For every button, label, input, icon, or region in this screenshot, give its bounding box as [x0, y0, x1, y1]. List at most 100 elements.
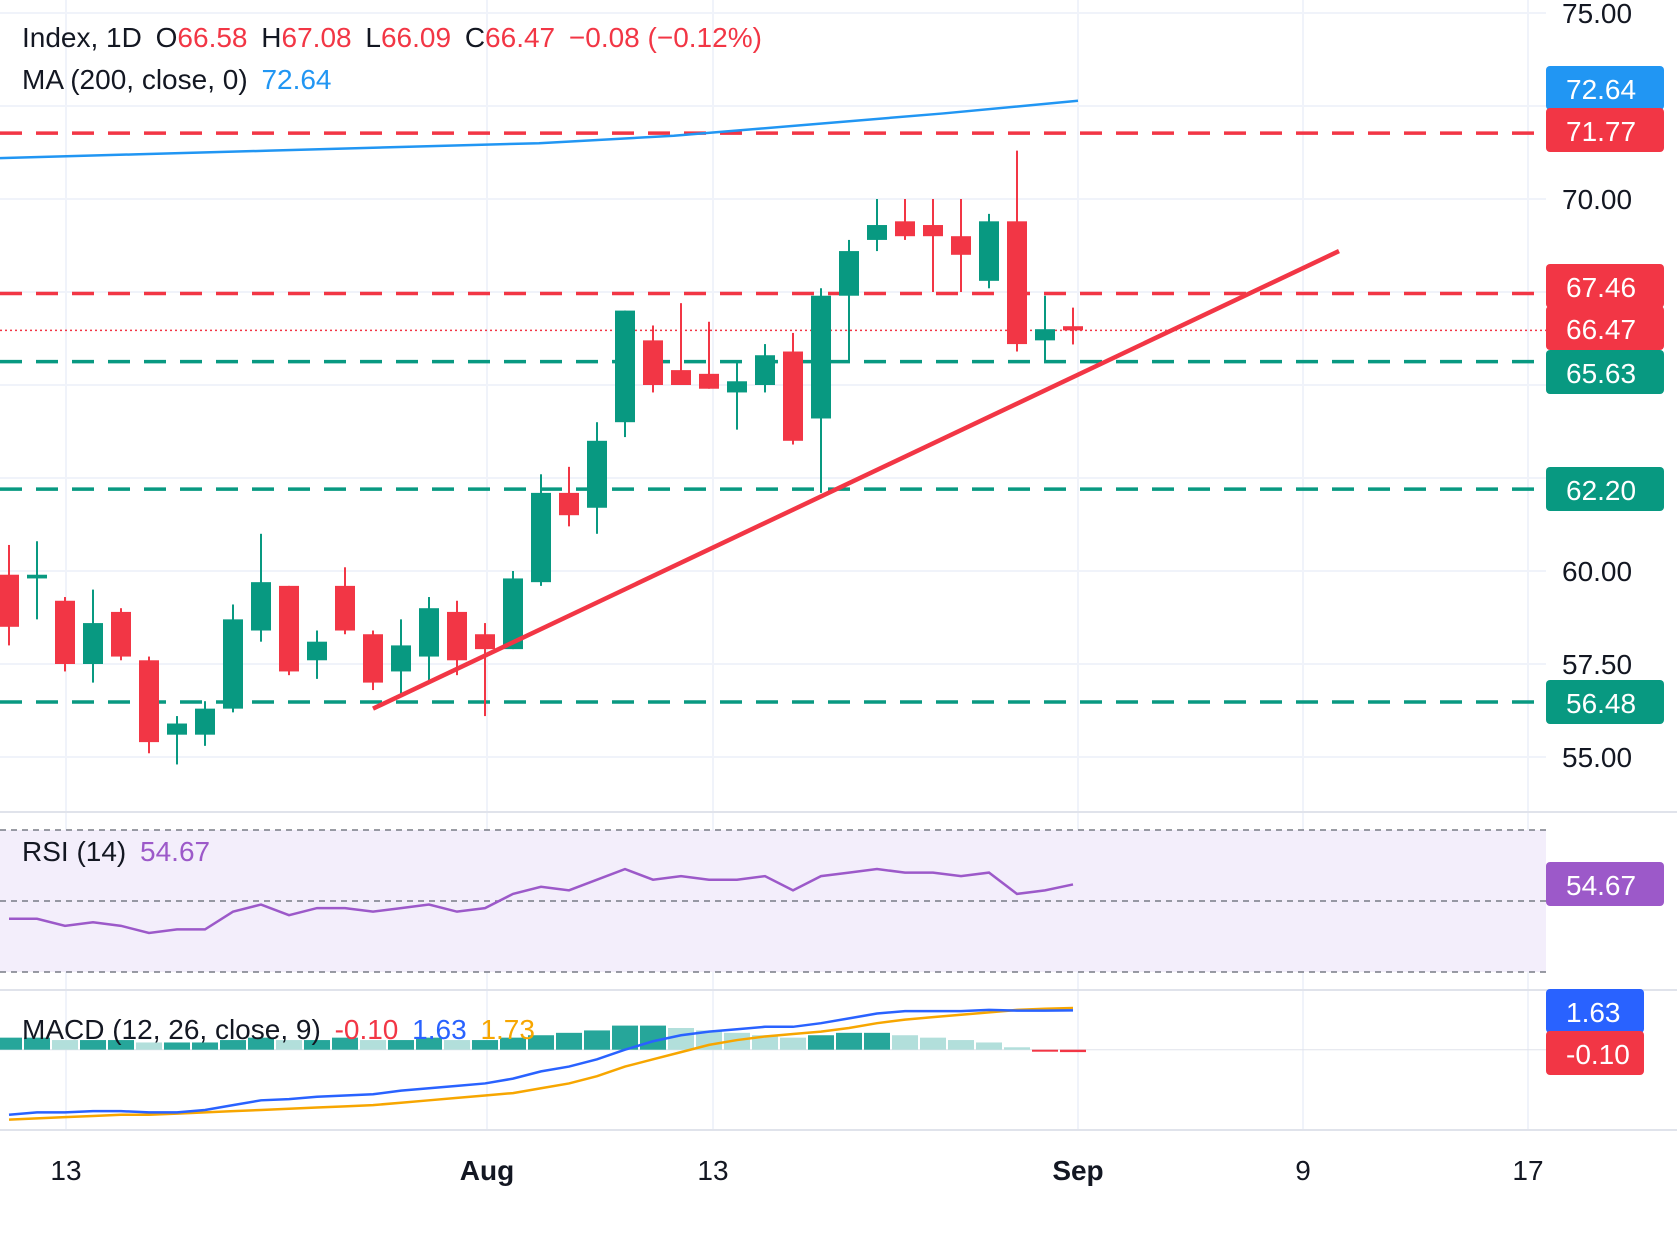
ma-200 [0, 99, 1079, 160]
macd-hist-bar [1004, 1047, 1030, 1050]
candle-body [727, 381, 747, 393]
low-label: L [365, 22, 381, 53]
macd-line [8, 1008, 1074, 1117]
macd-hist-bar [668, 1028, 694, 1050]
symbol-label: Index, 1D [22, 22, 142, 53]
macd-label: MACD (12, 26, close, 9) [22, 1014, 321, 1045]
macd-hist-bar [584, 1030, 610, 1050]
hist-value-tag: -0.10 [1566, 1039, 1630, 1070]
time-tick-label: 9 [1295, 1155, 1311, 1186]
macd-hist-bar [52, 1040, 78, 1050]
macd-hist-bar [24, 1037, 50, 1050]
open-label: O [155, 22, 178, 53]
macd-hist-bar [556, 1032, 582, 1050]
macd-line-value: 1.63 [412, 1014, 467, 1045]
macd-hist-bar [248, 1037, 274, 1050]
macd-hist-bar [1032, 1049, 1058, 1052]
price-tick-label: 55.00 [1562, 742, 1632, 773]
candle-body [83, 623, 103, 664]
trendline [372, 249, 1340, 711]
level-price-tag-bg [1546, 264, 1664, 308]
time-tick-label: Sep [1052, 1155, 1103, 1186]
macd-hist-bar [864, 1032, 890, 1050]
candle-body [363, 634, 383, 683]
macd-hist-bar [472, 1040, 498, 1050]
macd-hist-bar [528, 1035, 554, 1050]
candle-body [951, 236, 971, 255]
macd-hist-bar [444, 1040, 470, 1050]
macd-hist-bar [836, 1032, 862, 1050]
macd-hist-bar [332, 1037, 358, 1050]
candle-body [755, 355, 775, 385]
macd-hist-bar [976, 1042, 1002, 1050]
rsi-value: 54.67 [140, 836, 211, 867]
change-value: −0.08 (−0.12%) [568, 22, 762, 53]
macd-hist-bar [808, 1035, 834, 1050]
rsi-legend: RSI (14) 54.67 [22, 836, 216, 868]
rsi-value-tag: 54.67 [1566, 870, 1636, 901]
macd-hist-bar [416, 1037, 442, 1050]
macd-hist-bar [0, 1037, 22, 1050]
level-price-tag: 62.20 [1566, 475, 1636, 506]
ma-price-tag-bg [1546, 66, 1664, 110]
macd-hist-bar [892, 1035, 918, 1050]
high-value: 67.08 [281, 22, 352, 53]
support-resistance-levels [0, 131, 1546, 704]
candle-body [335, 585, 355, 631]
macd-hist-bar [1060, 1049, 1086, 1053]
candle-body [811, 295, 831, 419]
time-tick-label: Aug [460, 1155, 514, 1186]
candle-body [895, 221, 915, 237]
macd-hist-bar [304, 1040, 330, 1050]
candle-body [139, 660, 159, 743]
candle-body [671, 370, 691, 385]
grid [0, 0, 1677, 1131]
candles [0, 150, 1083, 765]
candle-body [111, 611, 131, 657]
candle-body [503, 578, 523, 650]
price-tick-label: 60.00 [1562, 556, 1632, 587]
candle-body [699, 373, 719, 389]
price-tick-label: 75.00 [1562, 0, 1632, 29]
candle-body [1063, 326, 1083, 331]
open-value: 66.58 [177, 22, 248, 53]
candle-body [615, 310, 635, 423]
time-axis[interactable]: 13 Aug 13 Sep 9 17 [50, 1155, 1543, 1186]
high-label: H [261, 22, 282, 53]
ma-line [0, 99, 1079, 160]
macd-hist-bar [136, 1042, 162, 1050]
macd-hist-bar [192, 1042, 218, 1050]
ma-price-tag: 72.64 [1566, 74, 1636, 105]
candle-body [167, 723, 187, 735]
price-legend: Index, 1D O66.58 H67.08 L66.09 C66.47 −0… [22, 22, 768, 54]
candle-body [1007, 221, 1027, 345]
level-price-tag-bg [1546, 467, 1664, 511]
candle-body [447, 611, 467, 661]
macd-hist-bar [640, 1025, 666, 1050]
macd-hist-bar [500, 1037, 526, 1050]
close-label: C [464, 22, 486, 53]
macd-hist-bar [920, 1037, 946, 1050]
macd-hist-bar [108, 1040, 134, 1050]
macd-hist-bar [780, 1037, 806, 1050]
close-value: 66.47 [485, 22, 556, 53]
macd-hist-bar [612, 1025, 638, 1050]
low-value: 66.09 [380, 22, 452, 53]
candle-body [475, 634, 495, 650]
macd-hist-bar [752, 1035, 778, 1050]
candle-body [419, 608, 439, 657]
candle-body [1035, 329, 1055, 341]
last-price-tag-bg [1546, 306, 1664, 350]
price-tick-label: 70.00 [1562, 184, 1632, 215]
macd-hist-bar [276, 1040, 302, 1050]
candle-body [559, 492, 579, 516]
time-tick-label: 13 [697, 1155, 728, 1186]
price-axis[interactable]: 55.00 57.50 60.00 70.00 75.00 72.64 71.77 67.46… [1546, 0, 1664, 1075]
candle-body [923, 225, 943, 237]
macd-hist-bar [164, 1042, 190, 1050]
macd-signal-value: 1.73 [480, 1014, 535, 1045]
candle-body [979, 221, 999, 281]
macd-signal-line [8, 1006, 1074, 1121]
rsi-label: RSI (14) [22, 836, 127, 867]
